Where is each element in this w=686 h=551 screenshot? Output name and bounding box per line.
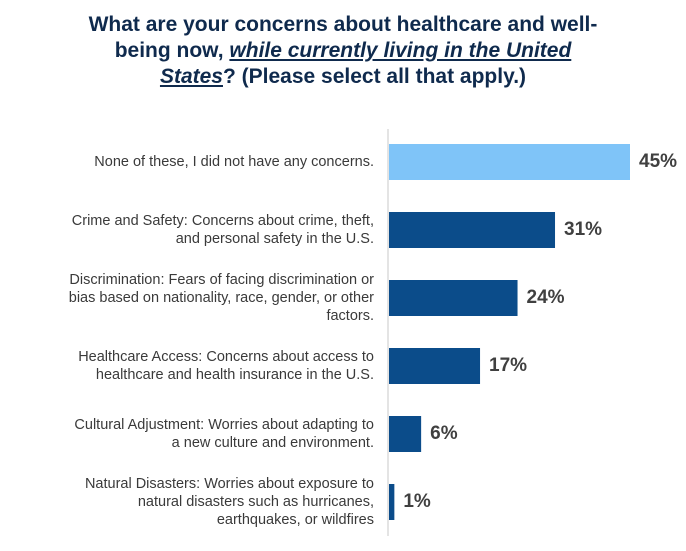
- value-label-0: 45%: [639, 151, 678, 172]
- value-label-1: 31%: [564, 219, 603, 240]
- category-label-2: Discrimination: Fears of facing discrimi…: [68, 272, 374, 324]
- value-label-3: 17%: [489, 355, 528, 376]
- value-label-5: 1%: [403, 491, 431, 512]
- bar-3: [389, 348, 481, 384]
- title-line-3-emphasis: States: [159, 65, 223, 88]
- value-label-2: 24%: [526, 287, 565, 308]
- title-line-3: States? (Please select all that apply.): [0, 64, 686, 90]
- bar-4: [389, 416, 422, 452]
- title-line-1: What are your concerns about healthcare …: [88, 13, 598, 36]
- category-label-0: None of these, I did not have any concer…: [94, 154, 374, 170]
- bar-1: [389, 212, 556, 248]
- category-label-1: Crime and Safety: Concerns about crime, …: [71, 213, 374, 247]
- chart-title: What are your concerns about healthcare …: [0, 12, 686, 90]
- bar-0: [389, 144, 630, 180]
- value-label-4: 6%: [430, 423, 458, 444]
- category-label-3: Healthcare Access: Concerns about access…: [78, 349, 374, 383]
- category-label-4: Cultural Adjustment: Worries about adapt…: [74, 417, 374, 451]
- title-line-2: being now, while currently living in the…: [0, 38, 686, 64]
- category-label-5: Natural Disasters: Worries about exposur…: [84, 476, 374, 528]
- bar-2: [389, 280, 518, 316]
- title-line-2-prefix: being now,: [114, 39, 230, 62]
- bar-5: [389, 484, 395, 520]
- title-line-3-suffix: ? (Please select all that apply.): [222, 65, 527, 88]
- title-line-2-emphasis: while currently living in the United: [229, 39, 572, 62]
